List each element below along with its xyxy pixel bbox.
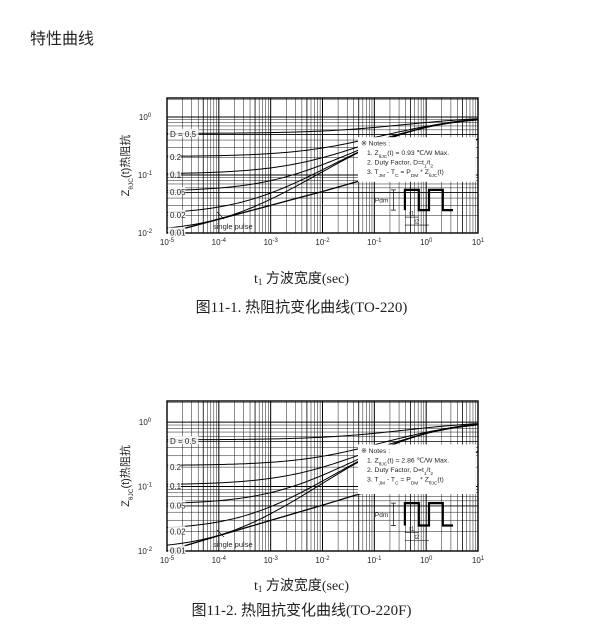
- svg-text:0.2: 0.2: [170, 463, 182, 472]
- svg-text:10-4: 10-4: [212, 238, 227, 247]
- svg-text:0.1: 0.1: [170, 482, 182, 491]
- svg-text:10-4: 10-4: [212, 556, 227, 565]
- svg-text:Pdm: Pdm: [375, 512, 388, 519]
- svg-text:D = 0.5: D = 0.5: [170, 437, 197, 446]
- svg-text:10-1: 10-1: [138, 483, 153, 492]
- svg-text:0.1: 0.1: [170, 171, 182, 180]
- svg-text:101: 101: [472, 238, 485, 247]
- svg-text:Pdm: Pdm: [375, 198, 388, 205]
- svg-text:single pulse: single pulse: [213, 540, 253, 549]
- svg-text:10-5: 10-5: [160, 238, 175, 247]
- svg-text:0.02: 0.02: [170, 527, 186, 536]
- svg-text:t1: t1: [409, 527, 415, 533]
- svg-text:t1: t1: [409, 212, 415, 218]
- svg-text:0.05: 0.05: [170, 188, 186, 197]
- svg-text:10-2: 10-2: [315, 556, 330, 565]
- svg-text:0.01: 0.01: [170, 547, 186, 556]
- svg-text:100: 100: [420, 238, 433, 247]
- svg-text:t2: t2: [414, 220, 420, 226]
- svg-text:0.02: 0.02: [170, 211, 186, 220]
- svg-text:10-2: 10-2: [138, 229, 153, 238]
- svg-text:10-1: 10-1: [138, 171, 153, 180]
- svg-text:single pulse: single pulse: [213, 222, 253, 231]
- svg-text:t2: t2: [414, 535, 420, 541]
- svg-text:10-3: 10-3: [264, 238, 279, 247]
- svg-text:100: 100: [420, 556, 433, 565]
- svg-text:10-5: 10-5: [160, 556, 175, 565]
- svg-text:ZθJC(t)热阻抗: ZθJC(t)热阻抗: [118, 135, 135, 197]
- svg-text:10-2: 10-2: [138, 547, 153, 556]
- svg-text:100: 100: [139, 418, 152, 427]
- svg-text:100: 100: [139, 113, 152, 122]
- svg-text:0.01: 0.01: [170, 229, 186, 238]
- svg-text:10-3: 10-3: [264, 556, 279, 565]
- svg-text:ZθJC(t)热阻抗: ZθJC(t)热阻抗: [118, 445, 135, 507]
- svg-text:D = 0.5: D = 0.5: [170, 130, 197, 139]
- svg-text:10-1: 10-1: [367, 556, 382, 565]
- svg-text:10-1: 10-1: [367, 238, 382, 247]
- svg-text:※ Notes :: ※ Notes :: [361, 448, 390, 455]
- svg-text:0.2: 0.2: [170, 153, 182, 162]
- svg-text:101: 101: [472, 556, 485, 565]
- svg-text:10-2: 10-2: [315, 238, 330, 247]
- svg-text:※ Notes :: ※ Notes :: [361, 141, 390, 148]
- svg-text:0.05: 0.05: [170, 502, 186, 511]
